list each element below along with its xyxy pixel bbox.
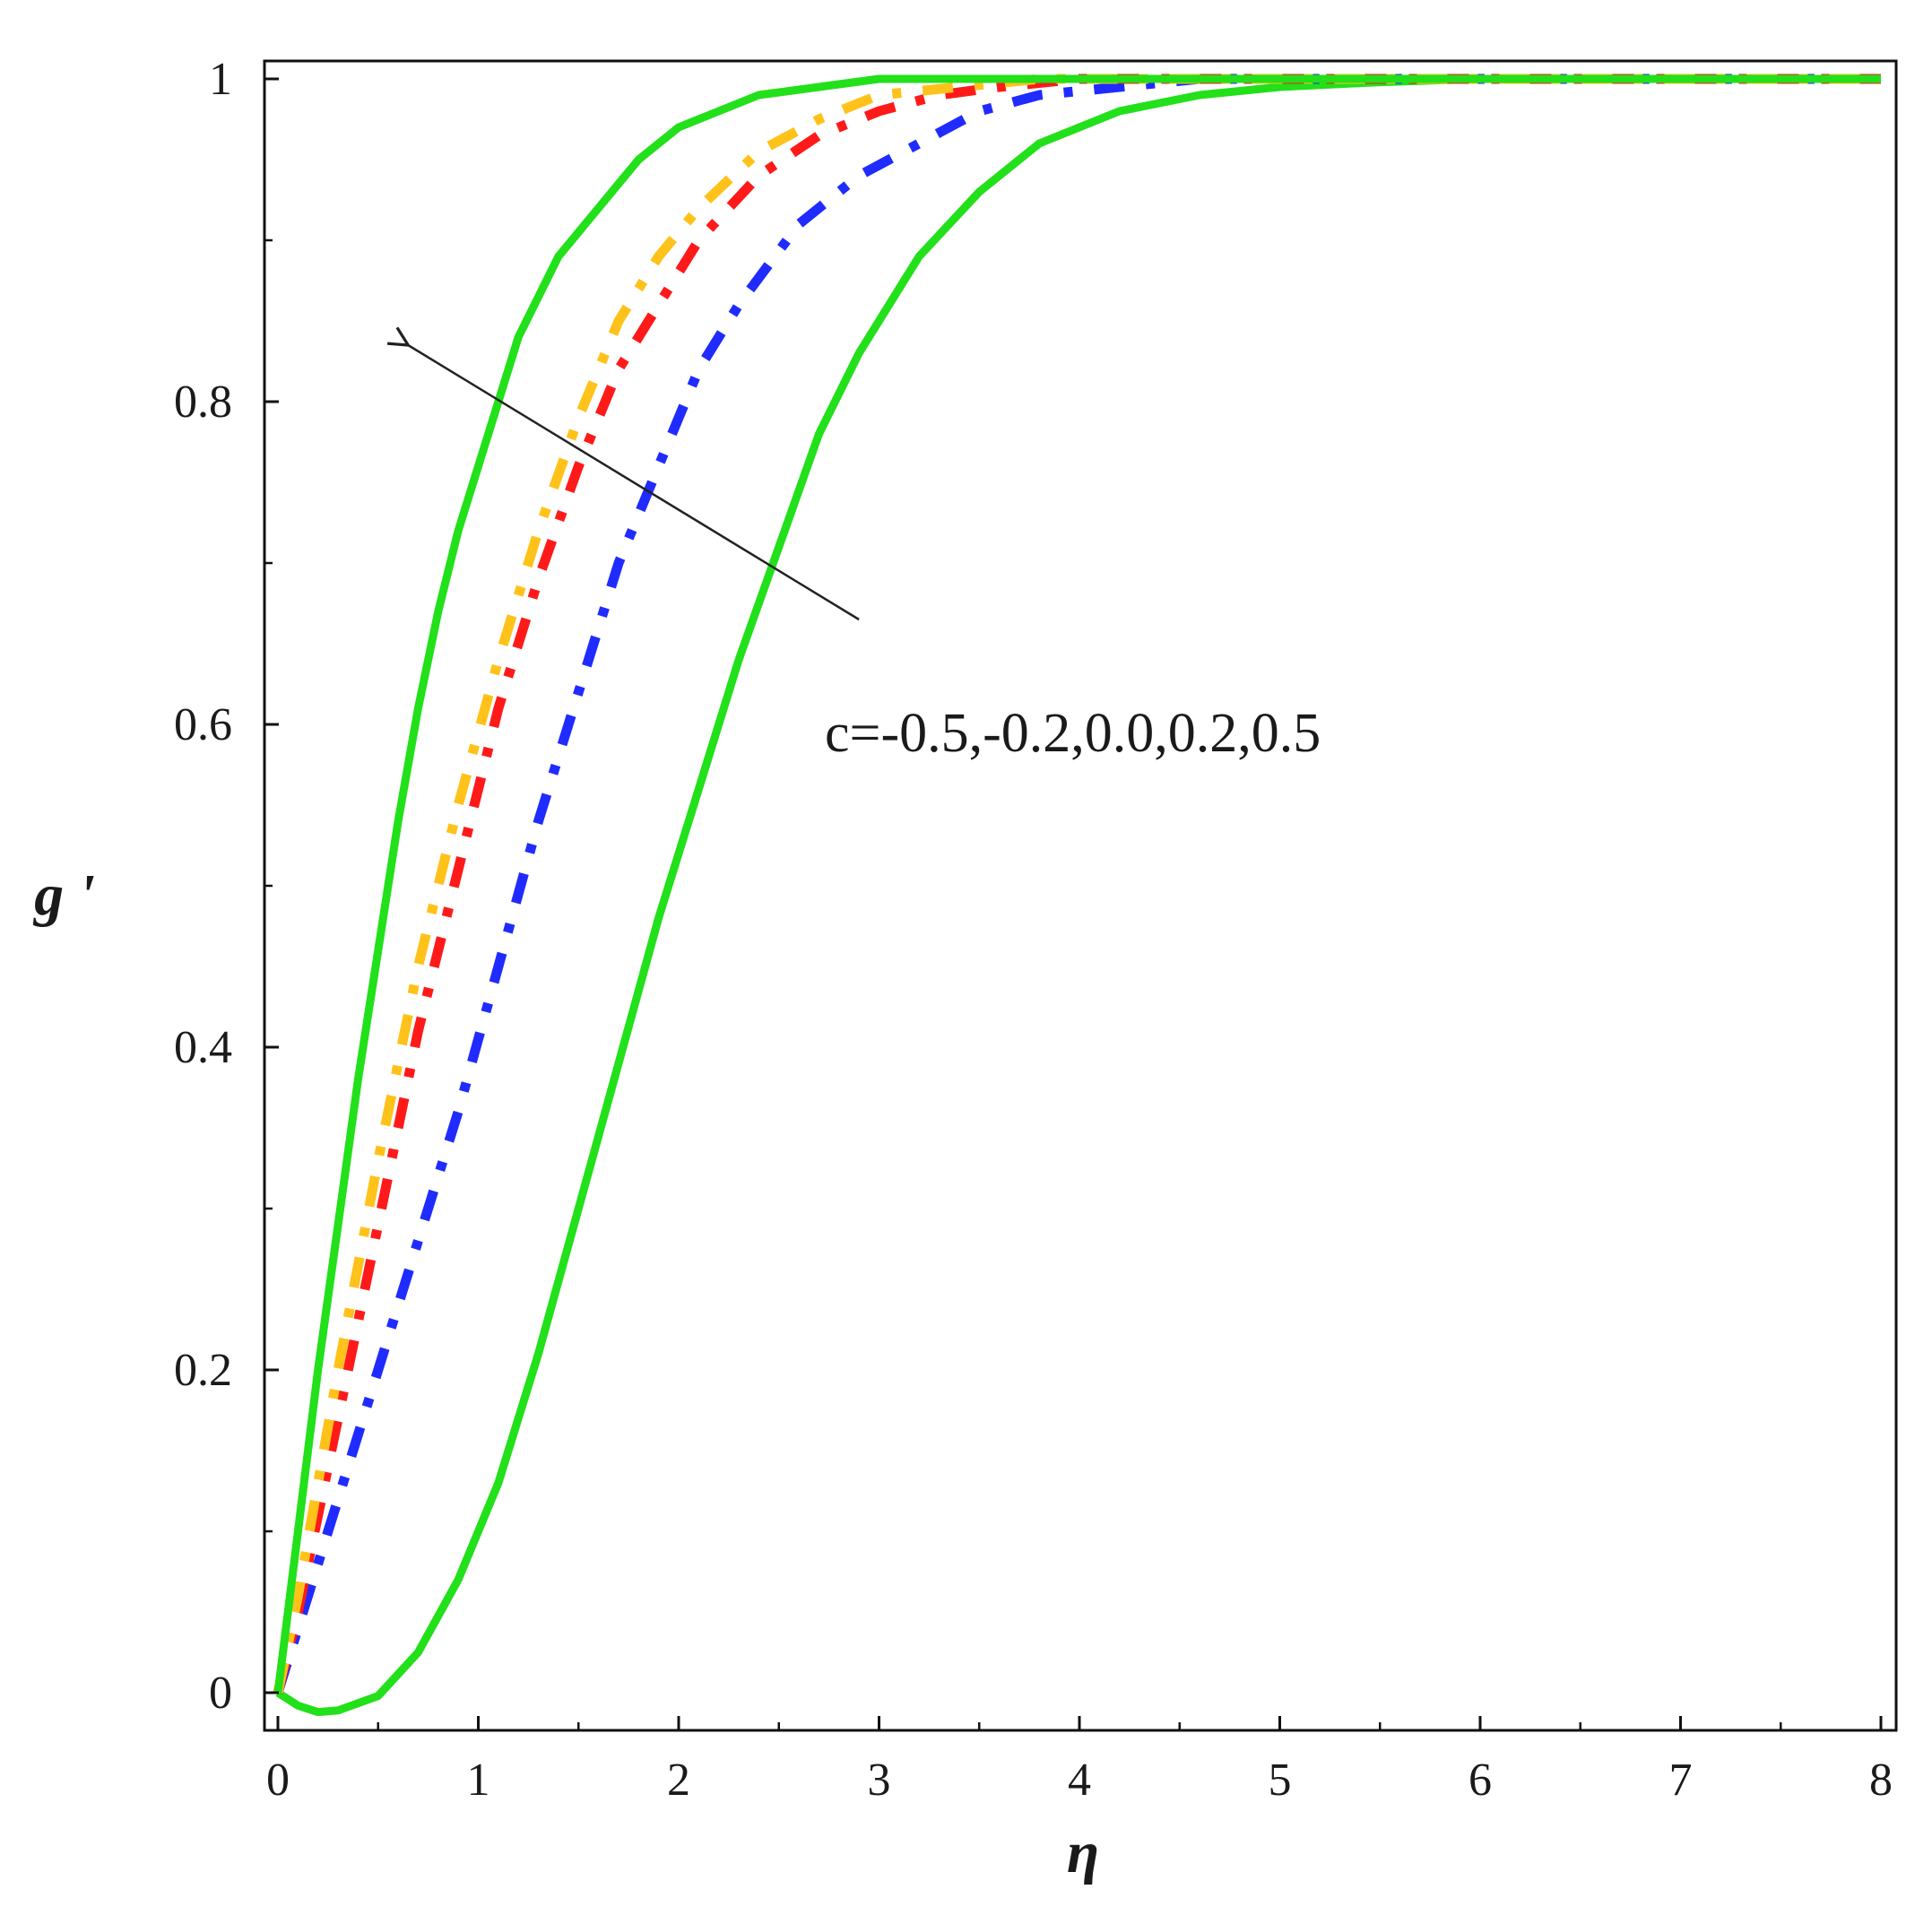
x-tick-label: 3	[868, 1755, 891, 1806]
x-tick-label: 1	[467, 1755, 490, 1806]
series-line-1	[275, 74, 1881, 1717]
x-tick-label: 6	[1468, 1755, 1492, 1806]
y-tick-label: 1	[209, 54, 232, 105]
x-tick-label: 7	[1669, 1755, 1693, 1806]
label-layer: 0 1 2 3 4 5 6 7 8 0 0.2 0.4 0.6 0.8 1	[174, 54, 1893, 1806]
x-tick-label: 5	[1269, 1755, 1292, 1806]
annotation-arrow	[408, 345, 860, 621]
y-axis-title: g '	[32, 862, 95, 928]
plot-frame	[263, 59, 1898, 1732]
series-line-3	[273, 74, 1881, 1694]
x-tick-label: 4	[1068, 1755, 1091, 1806]
y-tick-label: 0.8	[174, 377, 232, 428]
y-tick-label: 0	[209, 1668, 232, 1719]
x-tick-label: 8	[1869, 1755, 1893, 1806]
series-line-5	[273, 74, 1881, 1694]
parameter-annotation: c=-0.5,-0.2,0.0,0.2,0.5	[825, 703, 1321, 764]
x-tick-label: 0	[266, 1755, 290, 1806]
x-tick-label: 2	[667, 1755, 690, 1806]
y-tick-label: 0.2	[174, 1345, 232, 1396]
x-axis-title: η	[1067, 1820, 1099, 1885]
y-tick-label: 0.6	[174, 699, 232, 750]
series-line-2	[273, 74, 1881, 1694]
series-line-4	[273, 74, 1881, 1694]
tick-layer	[264, 77, 1883, 1730]
series-layer	[273, 74, 1881, 1717]
y-tick-label: 0.4	[174, 1022, 232, 1073]
